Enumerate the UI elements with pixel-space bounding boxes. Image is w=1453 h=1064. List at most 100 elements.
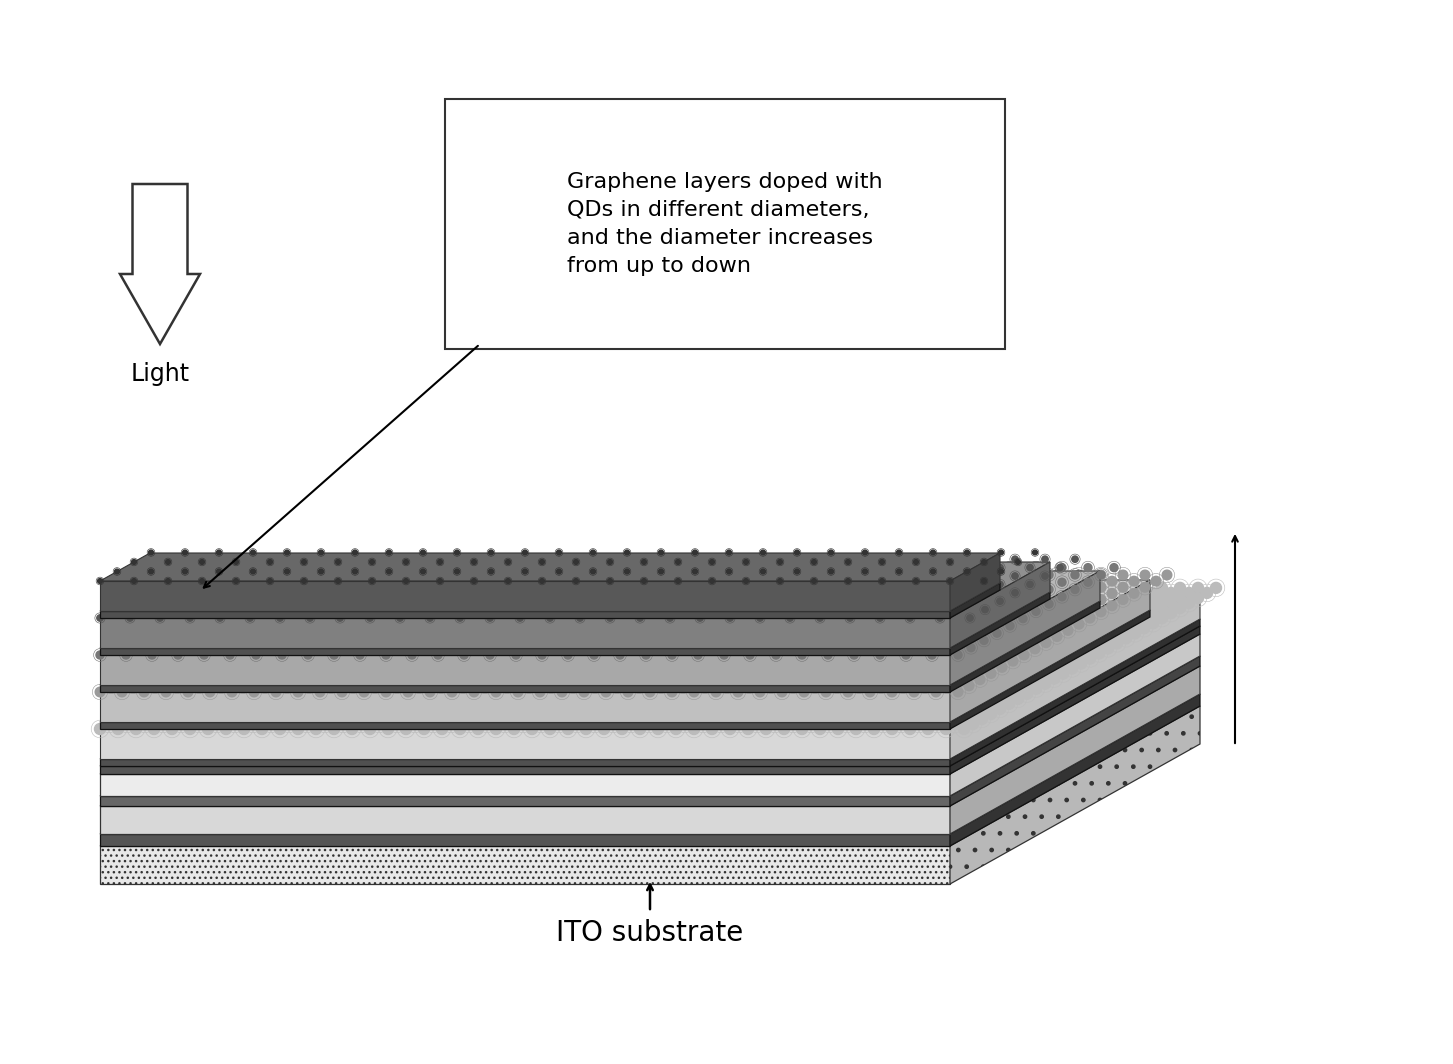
Circle shape <box>472 572 478 579</box>
Circle shape <box>590 648 600 659</box>
Circle shape <box>337 626 347 635</box>
Circle shape <box>1148 608 1158 618</box>
Circle shape <box>652 674 664 684</box>
Circle shape <box>1052 619 1062 629</box>
Circle shape <box>517 709 529 719</box>
Circle shape <box>680 608 690 618</box>
Circle shape <box>860 668 870 679</box>
Circle shape <box>725 653 735 664</box>
Circle shape <box>472 613 484 624</box>
Circle shape <box>898 570 908 580</box>
Circle shape <box>968 608 978 618</box>
Circle shape <box>590 608 600 618</box>
Circle shape <box>590 618 600 629</box>
Circle shape <box>448 600 455 608</box>
Circle shape <box>799 601 809 611</box>
Circle shape <box>860 618 870 629</box>
Circle shape <box>1011 556 1019 563</box>
Circle shape <box>952 572 958 579</box>
Circle shape <box>811 632 819 642</box>
Circle shape <box>722 644 732 653</box>
Circle shape <box>898 632 908 642</box>
Circle shape <box>715 688 726 699</box>
Circle shape <box>166 560 170 564</box>
Circle shape <box>652 683 664 694</box>
Circle shape <box>1067 613 1078 624</box>
Circle shape <box>1011 589 1019 596</box>
Circle shape <box>625 678 636 689</box>
Circle shape <box>744 681 754 691</box>
Circle shape <box>275 674 285 684</box>
Circle shape <box>337 650 347 660</box>
Circle shape <box>744 560 748 564</box>
Circle shape <box>176 718 186 730</box>
Circle shape <box>373 648 385 659</box>
Circle shape <box>148 651 155 659</box>
Circle shape <box>612 681 622 691</box>
Circle shape <box>788 618 799 629</box>
Circle shape <box>644 678 654 689</box>
Circle shape <box>693 569 697 573</box>
Circle shape <box>257 653 267 664</box>
Circle shape <box>1008 570 1017 580</box>
Circle shape <box>302 698 312 710</box>
Circle shape <box>668 636 676 645</box>
Circle shape <box>706 703 718 714</box>
Circle shape <box>257 694 267 704</box>
Circle shape <box>959 674 969 684</box>
Circle shape <box>798 564 806 571</box>
Circle shape <box>949 587 960 598</box>
Circle shape <box>697 598 709 609</box>
Circle shape <box>262 606 269 613</box>
Circle shape <box>401 582 411 594</box>
Circle shape <box>427 608 439 618</box>
Circle shape <box>369 629 376 637</box>
Circle shape <box>616 663 628 674</box>
Circle shape <box>914 648 924 659</box>
Circle shape <box>744 619 754 629</box>
Circle shape <box>545 703 555 714</box>
Circle shape <box>715 718 726 730</box>
Circle shape <box>1021 658 1033 669</box>
Circle shape <box>734 628 744 638</box>
Circle shape <box>503 656 511 666</box>
Circle shape <box>275 633 285 644</box>
Circle shape <box>577 615 586 622</box>
Circle shape <box>356 587 366 598</box>
Circle shape <box>652 653 664 664</box>
Circle shape <box>865 675 875 684</box>
Circle shape <box>481 618 493 629</box>
Circle shape <box>734 698 744 710</box>
Circle shape <box>1013 683 1023 694</box>
Circle shape <box>382 582 394 594</box>
Circle shape <box>616 694 628 704</box>
Circle shape <box>1019 650 1029 660</box>
Circle shape <box>564 593 572 601</box>
Circle shape <box>607 648 619 659</box>
Circle shape <box>346 613 357 624</box>
Circle shape <box>603 585 612 594</box>
Circle shape <box>167 683 177 694</box>
Circle shape <box>949 598 960 609</box>
Circle shape <box>779 674 789 684</box>
Circle shape <box>311 622 321 634</box>
Circle shape <box>658 569 664 573</box>
Circle shape <box>551 629 559 637</box>
Polygon shape <box>950 666 1200 834</box>
Circle shape <box>689 593 699 603</box>
Circle shape <box>421 644 429 652</box>
Circle shape <box>545 613 555 624</box>
Circle shape <box>112 606 118 613</box>
Circle shape <box>472 560 477 564</box>
Circle shape <box>291 585 299 594</box>
Circle shape <box>625 608 636 618</box>
Circle shape <box>448 615 455 622</box>
Circle shape <box>865 650 875 660</box>
Circle shape <box>356 621 365 630</box>
Circle shape <box>1049 613 1059 624</box>
Circle shape <box>491 638 501 648</box>
Circle shape <box>1110 564 1117 571</box>
Circle shape <box>863 585 870 594</box>
Circle shape <box>571 648 583 659</box>
Circle shape <box>1075 608 1087 618</box>
